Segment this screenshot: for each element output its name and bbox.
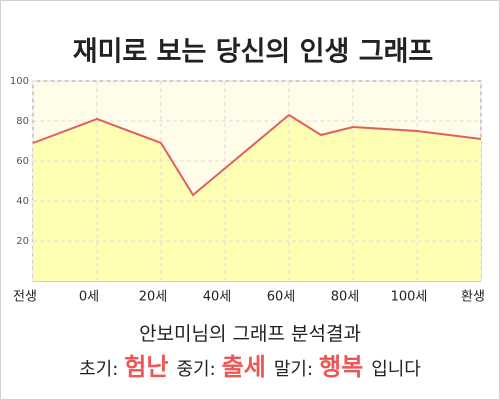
x-tick-label: 100세 [391,290,428,305]
result-title: 안보미님의 그래프 분석결과 [139,323,361,345]
result-label: 중기: [176,359,216,380]
result-label: 말기: [273,359,314,380]
chart-title: 재미로 보는 당신의 인생 그래프 [73,37,434,68]
x-tick-label: 60세 [267,290,296,305]
result-label: 입니다 [371,359,421,380]
line [32,113,482,197]
chart: 재미로 보는 당신의 인생 그래프 20 40 60 80 100 전생 0세 20세 40세 6… [10,37,485,305]
result-label: 초기: [79,359,119,380]
result-line: 초기: 험난 중기: 출세 말기: 행복 입니다 [1,347,499,382]
result-value: 출세 [221,353,266,381]
y-tick-label: 60 [16,156,29,167]
x-tick-label: 40세 [203,290,232,305]
result-value: 행복 [319,353,364,381]
y-tick-label: 20 [16,236,29,247]
x-tick-label: 80세 [331,290,360,305]
y-tick-label: 100 [10,76,29,87]
y-tick-label: 80 [16,116,29,127]
x-tick-label: 환생 [461,290,485,305]
area [33,115,481,281]
x-tick-label: 전생 [13,290,37,305]
x-tick-label: 20세 [139,290,168,305]
x-tick-label: 0세 [79,290,99,305]
y-tick-label: 40 [16,196,29,207]
result-value: 험난 [124,353,169,381]
